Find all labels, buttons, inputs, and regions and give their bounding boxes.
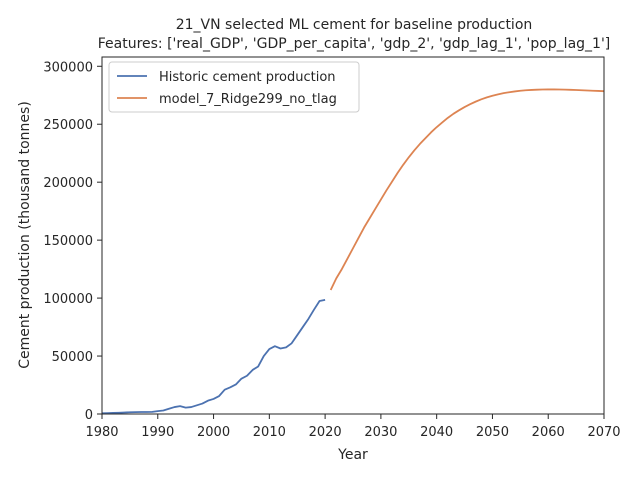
series-layer: [101, 88, 605, 415]
plot-area: [101, 56, 605, 415]
plot-frame: [101, 56, 605, 415]
x-tick-label-8: 2060: [532, 425, 565, 440]
x-tick-label-3: 2010: [253, 425, 286, 440]
chart-title: 21_VN selected ML cement for baseline pr…: [176, 17, 533, 33]
x-tick-label-0: 1980: [85, 425, 118, 440]
x-tick-label-5: 2030: [364, 425, 397, 440]
legend-label-historic: Historic cement production: [159, 70, 336, 85]
y-tick-label-0: 0: [85, 408, 93, 423]
x-tick-label-2: 2000: [197, 425, 230, 440]
x-tick-label-4: 2020: [309, 425, 342, 440]
y-tick-label-2: 100000: [43, 292, 93, 307]
series-line-1: [329, 88, 605, 291]
series-line-0: [101, 298, 326, 415]
legend-label-model: model_7_Ridge299_no_tlag: [159, 92, 337, 107]
y-tick-label-5: 250000: [43, 118, 93, 133]
x-tick-label-9: 2070: [587, 425, 620, 440]
y-tick-label-3: 150000: [43, 234, 93, 249]
y-axis: 0 50000 100000 150000 200000 250000 300000: [43, 60, 102, 423]
legend-box: [108, 61, 360, 113]
x-tick-label-7: 2050: [476, 425, 509, 440]
x-axis-label: Year: [337, 447, 368, 463]
x-tick-label-1: 1990: [141, 425, 174, 440]
y-tick-label-1: 50000: [52, 350, 93, 365]
y-tick-label-4: 200000: [43, 176, 93, 191]
chart-subtitle: Features: ['real_GDP', 'GDP_per_capita',…: [98, 36, 611, 52]
x-tick-label-6: 2040: [420, 425, 453, 440]
y-axis-label: Cement production (thousand tonnes): [17, 101, 33, 369]
legend: Historic cement production model_7_Ridge…: [108, 61, 360, 113]
y-tick-label-6: 300000: [43, 60, 93, 75]
x-axis: 1980 1990 2000 2010 2020 2030 2040 2050 2060 2070: [85, 414, 621, 440]
